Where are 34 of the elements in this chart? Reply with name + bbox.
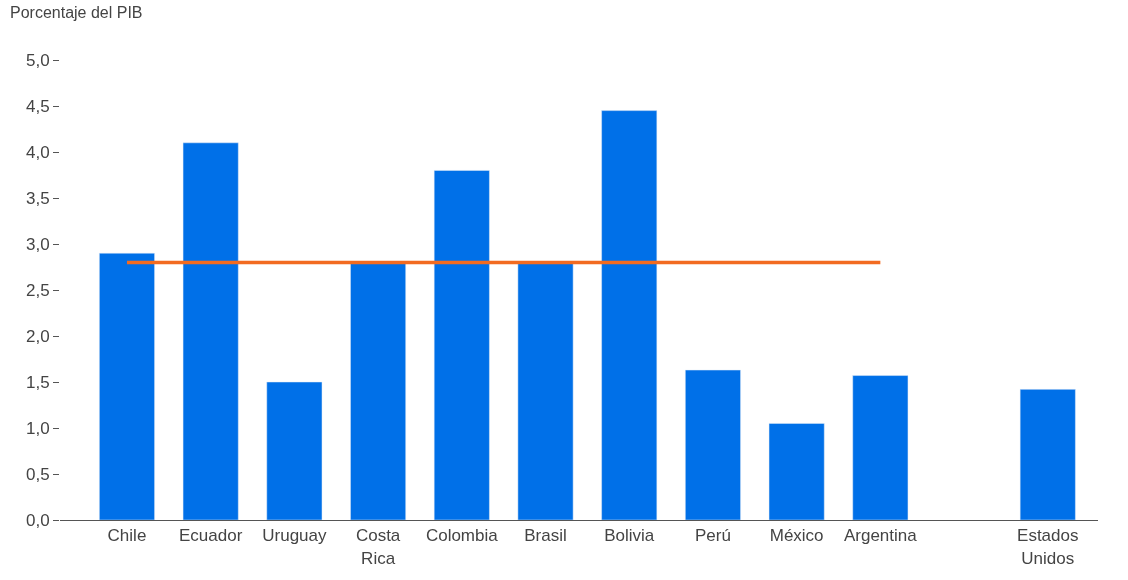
y-tick-label: 3,5 [25,188,50,208]
bar [99,252,155,520]
x-tick-label: Costa Rica [355,526,401,568]
y-tick-label: 3,0 [25,234,50,254]
x-tick-label: Brasil [524,526,567,546]
x-tick-label: Ecuador [179,526,243,546]
y-tick-label: 0,5 [25,464,50,484]
y-tick-label: 0,0 [25,510,50,530]
bar [768,423,825,520]
y-tick-label: 4,5 [25,96,50,116]
y-tick-label: 5,0 [25,50,50,70]
bar [350,262,406,520]
bar [517,262,574,520]
x-tick-label: Bolivia [604,526,655,546]
x-tick-label: Uruguay [262,526,328,546]
bar [433,170,490,520]
x-tick-label: Perú [694,526,731,546]
y-tick-label: 2,0 [25,326,50,346]
bar [852,375,909,520]
bar [601,110,658,520]
bar [685,369,741,520]
y-tick-label: 1,5 [25,372,50,392]
bar [266,381,323,520]
y-tick-label: 1,0 [25,418,50,438]
y-tick-label: 4,0 [25,142,50,162]
bar [182,142,239,520]
x-tick-label: Argentina [843,526,918,546]
y-tick-label: 2,5 [25,280,50,300]
x-tick-label: Estados Unidos [1017,526,1079,568]
y-axis-title: Porcentaje del PIB [10,4,143,21]
x-tick-label: Chile [107,526,147,546]
bar [1019,389,1076,520]
x-tick-label: México [769,526,824,546]
x-tick-label: Colombia [425,526,499,546]
